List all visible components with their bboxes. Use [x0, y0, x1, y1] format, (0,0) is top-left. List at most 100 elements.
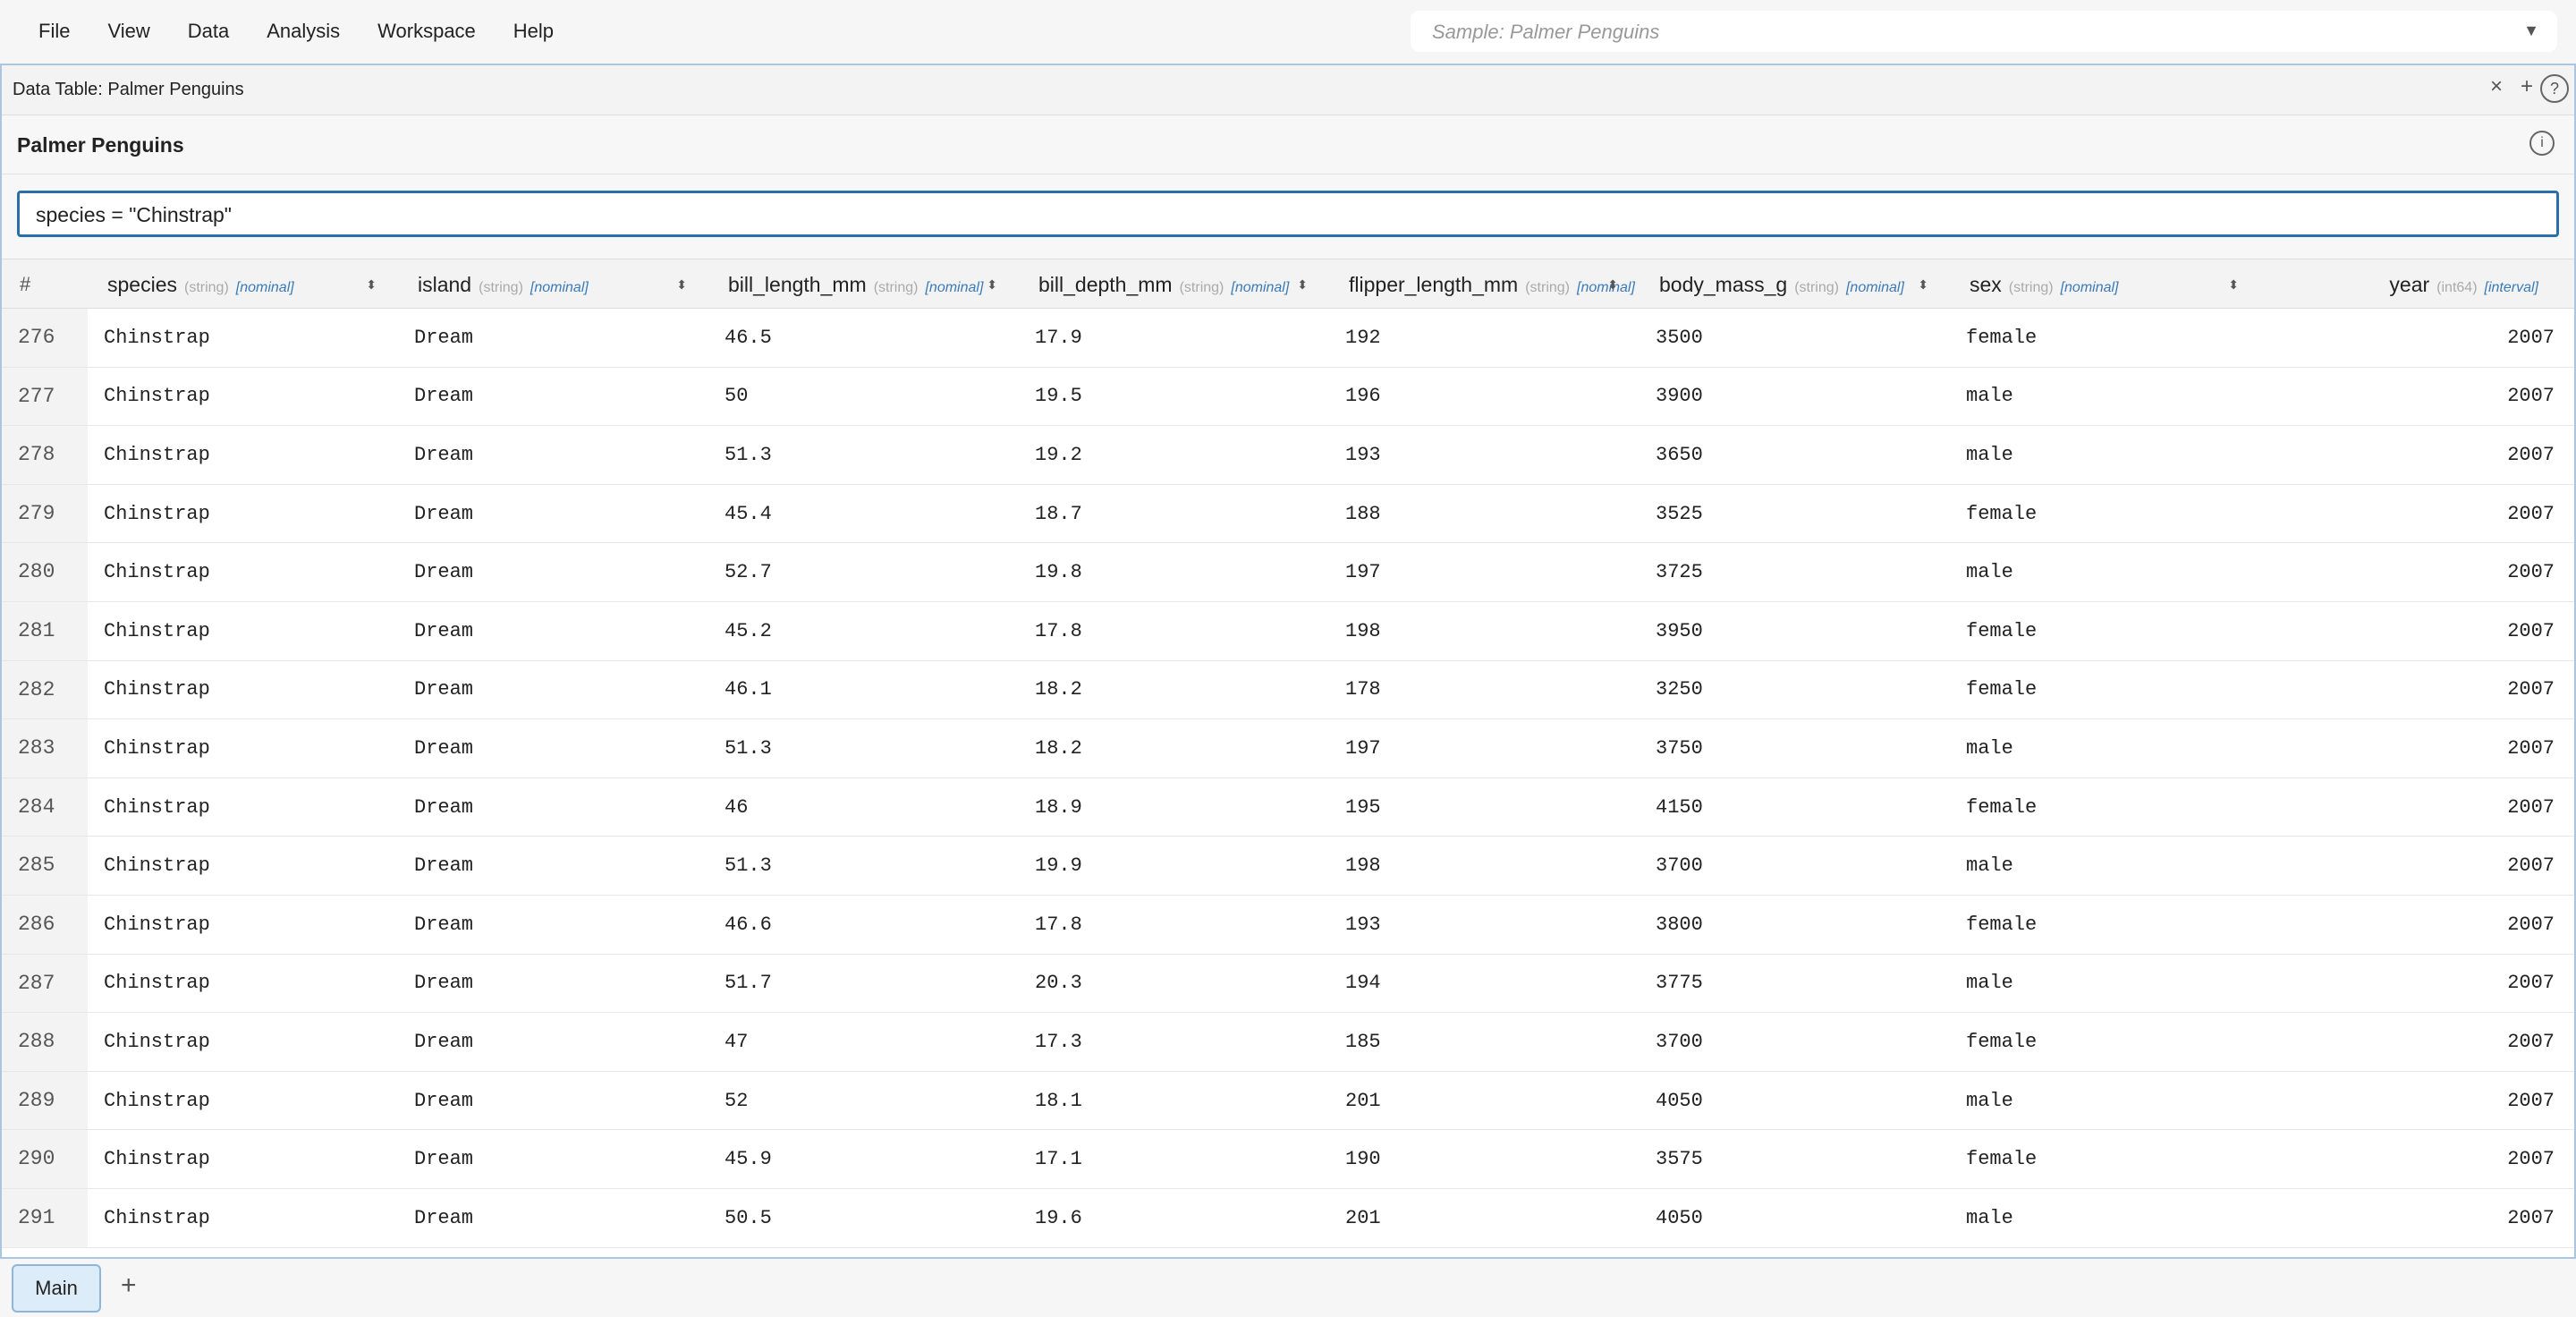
sort-icon[interactable]: ⬍ — [1607, 277, 1618, 292]
column-header[interactable]: bill_depth_mm (string) [nominal] ⬍ — [1019, 259, 1329, 310]
cell: male — [1966, 385, 2013, 408]
cell: 46.6 — [724, 913, 772, 936]
add-button[interactable]: + — [2520, 74, 2533, 98]
cell: 2007 — [2507, 561, 2555, 584]
cell: 3950 — [1656, 619, 1703, 642]
cell: 4050 — [1656, 1089, 1703, 1112]
filter-input[interactable]: species = "Chinstrap" — [17, 191, 2559, 237]
column-header[interactable]: island (string) [nominal] ⬍ — [398, 259, 708, 310]
menu-item[interactable]: File — [38, 20, 71, 42]
cell: 50.5 — [724, 1206, 772, 1229]
cell: Dream — [414, 1089, 474, 1112]
row-index: 278 — [2, 426, 88, 484]
cell: 3700 — [1656, 1030, 1703, 1053]
cell: Dream — [414, 854, 474, 878]
row-index: 281 — [2, 601, 88, 660]
sort-icon[interactable]: ⬍ — [2228, 277, 2239, 292]
column-header[interactable]: sex (string) [nominal] ⬍ — [1950, 259, 2260, 310]
cell: 4050 — [1656, 1206, 1703, 1229]
filter-area: species = "Chinstrap" — [2, 174, 2574, 259]
sort-icon[interactable]: ⬍ — [987, 277, 997, 292]
cell: 2007 — [2507, 736, 2555, 760]
info-button[interactable]: i — [2529, 131, 2555, 156]
column-measure: [nominal] — [235, 280, 294, 295]
help-button[interactable]: ? — [2540, 74, 2569, 103]
table-row: 280 Chinstrap Dream 52.7 19.8 197 3725 male 2007 — [2, 543, 2574, 602]
column-measure: [nominal] — [530, 280, 589, 295]
table-row: 289 Chinstrap Dream 52 18.1 201 4050 male 2007 — [2, 1071, 2574, 1131]
cell: Dream — [414, 678, 474, 701]
tab[interactable]: Main — [12, 1264, 101, 1313]
cell: 3900 — [1656, 385, 1703, 408]
cell: 50 — [724, 385, 749, 408]
cell: Chinstrap — [104, 443, 210, 466]
column-header[interactable]: bill_length_mm (string) [nominal] ⬍ — [708, 259, 1019, 310]
menu-item[interactable]: View — [107, 20, 150, 42]
column-header[interactable]: year (int64) [interval] — [2260, 259, 2574, 310]
cell: Chinstrap — [104, 678, 210, 701]
column-measure: [nominal] — [1845, 280, 1904, 295]
column-header[interactable]: flipper_length_mm (string) [nominal] ⬍ — [1329, 259, 1640, 310]
add-tab-button[interactable]: + — [121, 1270, 137, 1300]
column-header[interactable]: species (string) [nominal] ⬍ — [88, 259, 398, 310]
sample-selector[interactable]: Sample: Palmer Penguins ▼ — [1411, 11, 2557, 52]
cell: Chinstrap — [104, 854, 210, 878]
row-index: 287 — [2, 954, 88, 1013]
column-header[interactable]: body_mass_g (string) [nominal] ⬍ — [1640, 259, 1950, 310]
cell: 193 — [1345, 443, 1381, 466]
cell: Dream — [414, 795, 474, 819]
cell: 3500 — [1656, 326, 1703, 349]
cell: Dream — [414, 913, 474, 936]
cell: 52.7 — [724, 561, 772, 584]
cell: Chinstrap — [104, 913, 210, 936]
sample-placeholder: Sample: Palmer Penguins — [1432, 21, 1660, 43]
menu-item[interactable]: Help — [513, 20, 555, 42]
row-index: 290 — [2, 1130, 88, 1188]
menu-item[interactable]: Analysis — [267, 20, 341, 42]
table-header: # species (string) [nominal] ⬍ island (string)… — [2, 259, 2574, 309]
column-type: (string) — [1525, 280, 1570, 295]
cell: 198 — [1345, 854, 1381, 878]
cell: 201 — [1345, 1206, 1381, 1229]
column-measure: [nominal] — [2060, 280, 2119, 295]
cell: Chinstrap — [104, 1030, 210, 1053]
column-type: (string) — [1794, 280, 1839, 295]
cell: 3750 — [1656, 736, 1703, 760]
cell: 2007 — [2507, 502, 2555, 525]
row-index: 289 — [2, 1071, 88, 1130]
cell: 4150 — [1656, 795, 1703, 819]
cell: 178 — [1345, 678, 1381, 701]
row-index: 291 — [2, 1188, 88, 1247]
cell: 18.7 — [1035, 502, 1082, 525]
cell: 2007 — [2507, 619, 2555, 642]
cell: 3250 — [1656, 678, 1703, 701]
column-measure: [nominal] — [1577, 280, 1635, 295]
table-body: 276 Chinstrap Dream 46.5 17.9 192 3500 female 20… — [2, 309, 2574, 1248]
cell: 19.6 — [1035, 1206, 1082, 1229]
sort-icon[interactable]: ⬍ — [1297, 277, 1308, 292]
cell: Dream — [414, 1030, 474, 1053]
cell: 19.9 — [1035, 854, 1082, 878]
table-row: 279 Chinstrap Dream 45.4 18.7 188 3525 female 20… — [2, 484, 2574, 544]
table-row: 281 Chinstrap Dream 45.2 17.8 198 3950 female 20… — [2, 601, 2574, 661]
panel-title: Data Table: Palmer Penguins — [13, 80, 244, 99]
cell: 3800 — [1656, 913, 1703, 936]
index-header: # — [20, 273, 31, 295]
close-button[interactable]: × — [2489, 74, 2503, 98]
sort-icon[interactable]: ⬍ — [676, 277, 687, 292]
cell: 197 — [1345, 561, 1381, 584]
sort-icon[interactable]: ⬍ — [366, 277, 377, 292]
cell: 2007 — [2507, 326, 2555, 349]
tab-bar: Main + — [0, 1260, 2576, 1317]
cell: Chinstrap — [104, 385, 210, 408]
cell: male — [1966, 1206, 2013, 1229]
column-name: year — [2389, 273, 2430, 296]
cell: male — [1966, 972, 2013, 995]
row-index: 282 — [2, 660, 88, 719]
cell: 2007 — [2507, 385, 2555, 408]
cell: female — [1966, 326, 2038, 349]
table-row: 278 Chinstrap Dream 51.3 19.2 193 3650 male 2007 — [2, 426, 2574, 485]
sort-icon[interactable]: ⬍ — [1918, 277, 1928, 292]
menu-item[interactable]: Data — [187, 20, 230, 42]
menu-item[interactable]: Workspace — [377, 20, 476, 42]
